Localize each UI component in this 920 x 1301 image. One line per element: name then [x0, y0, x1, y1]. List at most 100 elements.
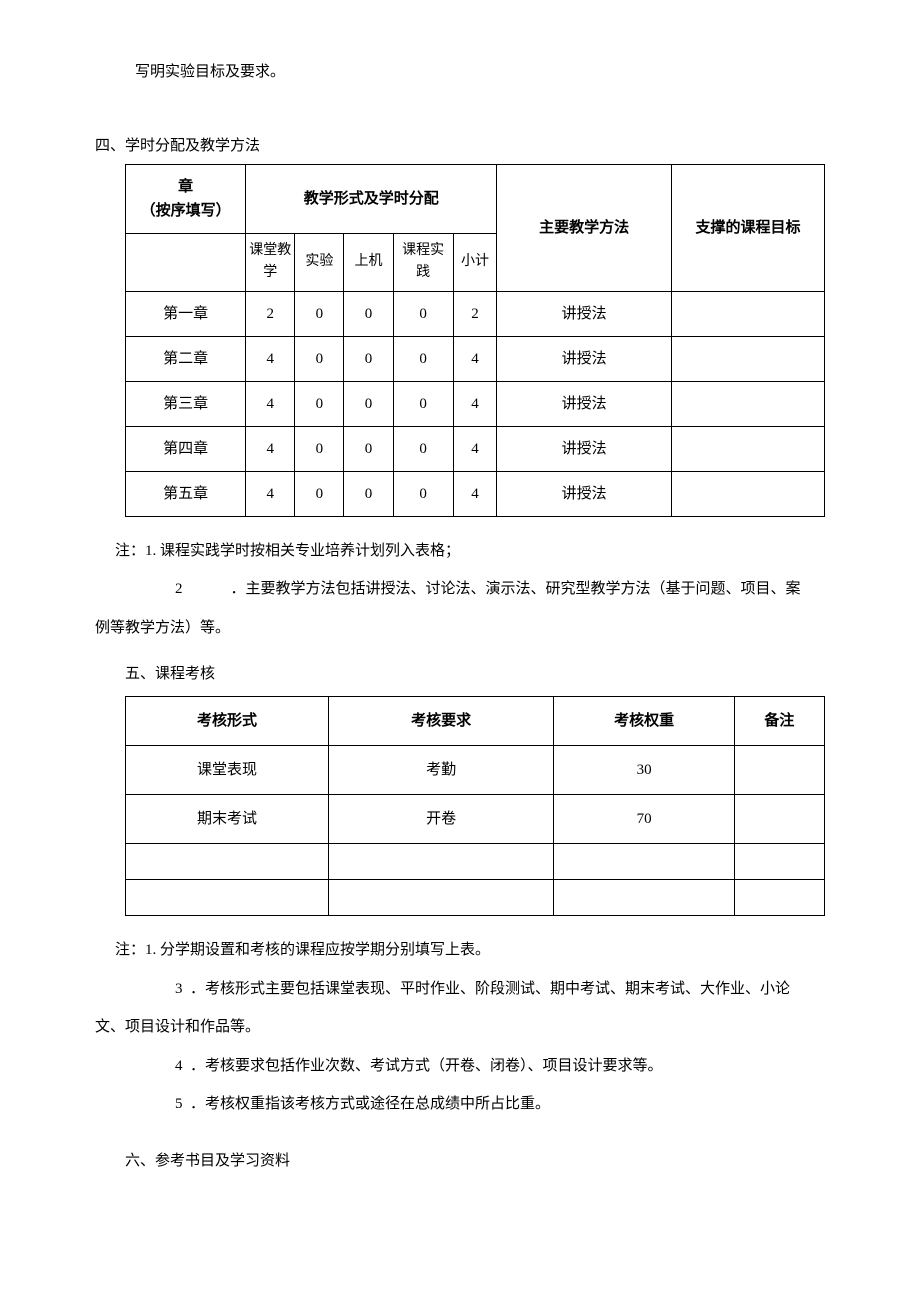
method-cell: 讲授法 — [497, 336, 672, 381]
lecture-cell: 4 — [246, 381, 295, 426]
subtotal-cell: 4 — [453, 336, 497, 381]
lab-cell: 0 — [295, 426, 344, 471]
chapter-cell: 第一章 — [126, 291, 246, 336]
note-number: 2 — [175, 581, 183, 597]
table-header-row: 考核形式 考核要求 考核权重 备注 — [126, 697, 825, 746]
table-row — [126, 844, 825, 880]
section6-heading: 六、参考书目及学习资料 — [125, 1149, 820, 1173]
note-cell — [734, 795, 824, 844]
table-header-row: 章 （按序填写） 教学形式及学时分配 主要教学方法 支撑的课程目标 — [126, 165, 825, 234]
computer-cell: 0 — [344, 381, 393, 426]
section5-heading: 五、课程考核 — [125, 662, 820, 686]
note-text: 5 ．考核权重指该考核方式或途径在总成绩中所占比重。 — [175, 1090, 820, 1119]
form-cell: 期末考试 — [126, 795, 329, 844]
weight-cell — [554, 844, 734, 880]
col-form-header: 考核形式 — [126, 697, 329, 746]
assessment-table: 考核形式 考核要求 考核权重 备注 课堂表现 考勤 30 期末考试 开卷 70 — [125, 696, 825, 916]
chapter-cell: 第二章 — [126, 336, 246, 381]
subtotal-cell: 2 — [453, 291, 497, 336]
note-text: 3 ．考核形式主要包括课堂表现、平时作业、阶段测试、期中考试、期末考试、大作业、… — [175, 975, 820, 1004]
subtotal-cell: 4 — [453, 381, 497, 426]
empty-cell — [126, 234, 246, 292]
lecture-cell: 4 — [246, 336, 295, 381]
col-practice-header: 课程实践 — [393, 234, 453, 292]
weight-cell: 30 — [554, 746, 734, 795]
note-cell — [734, 844, 824, 880]
support-cell — [672, 381, 825, 426]
note-body: ．考核形式主要包括课堂表现、平时作业、阶段测试、期中考试、期末考试、大作业、小论 — [190, 981, 790, 997]
table-row: 第四章 4 0 0 0 4 讲授法 — [126, 426, 825, 471]
col-req-header: 考核要求 — [328, 697, 553, 746]
note-text: 注：1. 分学期设置和考核的课程应按学期分别填写上表。 — [115, 936, 820, 965]
table-row: 课堂表现 考勤 30 — [126, 746, 825, 795]
note-number: 3 — [175, 981, 183, 997]
note-text: 2 ．主要教学方法包括讲授法、讨论法、演示法、研究型教学方法（基于问题、项目、案 — [175, 575, 820, 604]
intro-text: 写明实验目标及要求。 — [135, 60, 820, 84]
lecture-cell: 2 — [246, 291, 295, 336]
weight-cell: 70 — [554, 795, 734, 844]
col-computer-header: 上机 — [344, 234, 393, 292]
col-method-header: 主要教学方法 — [497, 165, 672, 292]
section4-heading: 四、学时分配及教学方法 — [95, 134, 820, 158]
form-cell — [126, 844, 329, 880]
method-cell: 讲授法 — [497, 471, 672, 516]
practice-cell: 0 — [393, 426, 453, 471]
form-cell — [126, 880, 329, 916]
table-row — [126, 880, 825, 916]
lab-cell: 0 — [295, 381, 344, 426]
note-body: ．主要教学方法包括讲授法、讨论法、演示法、研究型教学方法（基于问题、项目、案 — [231, 581, 801, 597]
subtotal-cell: 4 — [453, 426, 497, 471]
lab-cell: 0 — [295, 336, 344, 381]
weight-cell — [554, 880, 734, 916]
col-forms-group-header: 教学形式及学时分配 — [246, 165, 497, 234]
note-body: ．考核权重指该考核方式或途径在总成绩中所占比重。 — [190, 1096, 550, 1112]
note-cell — [734, 746, 824, 795]
section5-notes: 注：1. 分学期设置和考核的课程应按学期分别填写上表。 3 ．考核形式主要包括课… — [95, 936, 820, 1119]
chapter-cell: 第三章 — [126, 381, 246, 426]
practice-cell: 0 — [393, 381, 453, 426]
lab-cell: 0 — [295, 291, 344, 336]
note-continuation: 文、项目设计和作品等。 — [95, 1013, 820, 1042]
form-cell: 课堂表现 — [126, 746, 329, 795]
support-cell — [672, 336, 825, 381]
note-cell — [734, 880, 824, 916]
hours-allocation-table: 章 （按序填写） 教学形式及学时分配 主要教学方法 支撑的课程目标 课堂教学 实… — [125, 164, 825, 517]
method-cell: 讲授法 — [497, 381, 672, 426]
lecture-cell: 4 — [246, 471, 295, 516]
lecture-cell: 4 — [246, 426, 295, 471]
chapter-cell: 第五章 — [126, 471, 246, 516]
method-cell: 讲授法 — [497, 291, 672, 336]
col-subtotal-header: 小计 — [453, 234, 497, 292]
note-number: 5 — [175, 1096, 183, 1112]
col-support-header: 支撑的课程目标 — [672, 165, 825, 292]
support-cell — [672, 426, 825, 471]
table-row: 第三章 4 0 0 0 4 讲授法 — [126, 381, 825, 426]
practice-cell: 0 — [393, 471, 453, 516]
note-text: 4 ．考核要求包括作业次数、考试方式（开卷、闭卷）、项目设计要求等。 — [175, 1052, 820, 1081]
req-cell — [328, 844, 553, 880]
req-cell: 考勤 — [328, 746, 553, 795]
col-note-header: 备注 — [734, 697, 824, 746]
col-lecture-header: 课堂教学 — [246, 234, 295, 292]
req-cell — [328, 880, 553, 916]
computer-cell: 0 — [344, 291, 393, 336]
table-row: 期末考试 开卷 70 — [126, 795, 825, 844]
section4-notes: 注：1. 课程实践学时按相关专业培养计划列入表格； 2 ．主要教学方法包括讲授法、… — [95, 537, 820, 643]
note-body: ．考核要求包括作业次数、考试方式（开卷、闭卷）、项目设计要求等。 — [190, 1058, 663, 1074]
col-chapter-header: 章 （按序填写） — [126, 165, 246, 234]
note-text: 注：1. 课程实践学时按相关专业培养计划列入表格； — [115, 537, 820, 566]
table-row: 第二章 4 0 0 0 4 讲授法 — [126, 336, 825, 381]
table-row: 第五章 4 0 0 0 4 讲授法 — [126, 471, 825, 516]
subtotal-cell: 4 — [453, 471, 497, 516]
col-lab-header: 实验 — [295, 234, 344, 292]
table-row: 第一章 2 0 0 0 2 讲授法 — [126, 291, 825, 336]
note-number: 4 — [175, 1058, 183, 1074]
practice-cell: 0 — [393, 336, 453, 381]
note-continuation: 例等教学方法）等。 — [95, 614, 820, 643]
practice-cell: 0 — [393, 291, 453, 336]
method-cell: 讲授法 — [497, 426, 672, 471]
lab-cell: 0 — [295, 471, 344, 516]
computer-cell: 0 — [344, 426, 393, 471]
support-cell — [672, 291, 825, 336]
req-cell: 开卷 — [328, 795, 553, 844]
